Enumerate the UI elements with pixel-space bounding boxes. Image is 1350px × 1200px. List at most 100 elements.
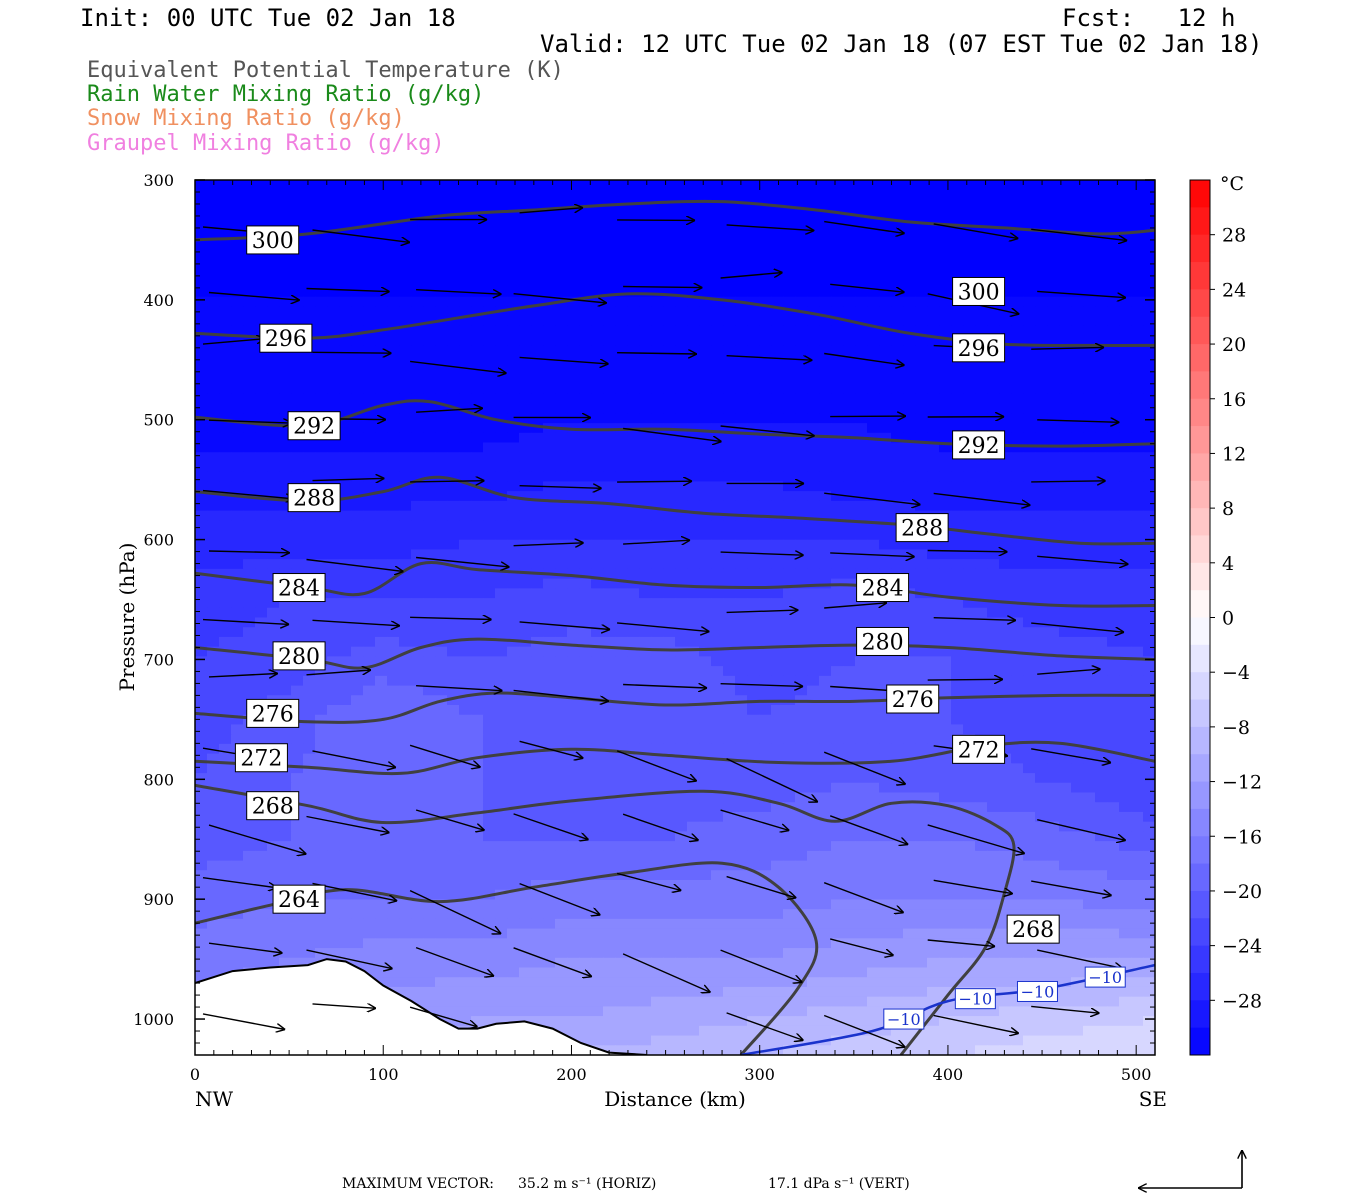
shade-cell (315, 316, 328, 327)
shade-cell (1059, 773, 1072, 784)
shade-cell (339, 374, 352, 385)
shade-cell (399, 734, 412, 745)
shade-cell (591, 267, 604, 278)
shade-cell (999, 180, 1012, 191)
shade-cell (1023, 355, 1036, 366)
shade-cell (903, 423, 916, 434)
shade-cell (483, 578, 496, 589)
shade-cell (807, 306, 820, 317)
shade-cell (1107, 617, 1120, 628)
shade-cell (195, 656, 208, 667)
shade-cell (423, 705, 436, 716)
shade-cell (447, 724, 460, 735)
shade-cell (303, 530, 316, 541)
shade-cell (783, 452, 796, 463)
shade-cell (567, 714, 580, 726)
shade-cell (459, 549, 472, 560)
shade-cell (1131, 364, 1144, 376)
shade-cell (387, 403, 400, 414)
shade-cell (879, 539, 892, 551)
shade-cell (1095, 627, 1108, 638)
shade-cell (723, 403, 736, 414)
shade-cell (795, 209, 808, 220)
shade-cell (627, 724, 640, 735)
shade-cell (219, 355, 232, 366)
shade-cell (207, 423, 220, 434)
shade-cell (423, 423, 436, 434)
shade-cell (771, 617, 784, 628)
shade-cell (375, 578, 388, 589)
shade-cell (663, 413, 676, 424)
shade-cell (1083, 578, 1096, 589)
shade-cell (759, 248, 772, 259)
shade-cell (939, 666, 952, 677)
shade-cell (987, 471, 1000, 482)
shade-cell (507, 403, 520, 414)
shade-cell (1119, 714, 1132, 726)
shade-cell (819, 345, 832, 356)
shade-cell (1023, 685, 1036, 696)
shade-cell (651, 695, 664, 706)
shade-cell (243, 345, 256, 356)
shade-cell (723, 345, 736, 356)
shade-cell (915, 384, 928, 395)
shade-cell (555, 627, 568, 638)
shade-cell (591, 568, 604, 580)
shade-cell (663, 549, 676, 560)
shade-cell (387, 636, 400, 648)
shade-cell (471, 199, 484, 210)
shade-cell (387, 539, 400, 551)
shade-cell (519, 189, 532, 201)
shade-cell (675, 510, 688, 521)
shade-cell (375, 228, 388, 239)
shade-cell (939, 705, 952, 716)
shade-cell (975, 481, 988, 492)
shade-cell (723, 724, 736, 735)
shade-cell (399, 374, 412, 385)
shade-cell (951, 559, 964, 570)
shade-cell (663, 432, 676, 444)
shade-cell (435, 335, 448, 346)
shade-cell (1071, 355, 1084, 366)
shade-cell (639, 286, 652, 298)
shade-cell (687, 598, 700, 609)
shade-cell (747, 209, 760, 220)
shade-cell (711, 559, 724, 570)
shade-cell (771, 442, 784, 453)
shade-cell (687, 306, 700, 317)
shade-cell (459, 568, 472, 580)
shade-cell (255, 782, 268, 794)
shade-cell (447, 782, 460, 794)
shade-cell (831, 481, 844, 492)
shade-cell (315, 782, 328, 794)
shade-cell (435, 413, 448, 424)
shade-cell (531, 578, 544, 589)
shade-cell (1059, 481, 1072, 492)
shade-cell (1083, 432, 1096, 444)
shade-cell (351, 695, 364, 706)
shade-cell (819, 773, 832, 784)
shade-cell (1119, 646, 1132, 657)
shade-cell (387, 189, 400, 201)
shade-cell (879, 306, 892, 317)
shade-cell (1083, 695, 1096, 706)
shade-cell (1011, 403, 1024, 414)
shade-cell (687, 491, 700, 502)
shade-cell (255, 520, 268, 531)
shade-cell (411, 384, 424, 395)
shade-cell (1047, 714, 1060, 726)
shade-cell (663, 335, 676, 346)
shade-cell (867, 218, 880, 230)
shade-cell (495, 559, 508, 570)
shade-cell (687, 374, 700, 385)
shade-cell (855, 364, 868, 376)
shade-cell (579, 471, 592, 482)
shade-cell (867, 539, 880, 551)
shade-cell (507, 500, 520, 512)
shade-cell (495, 228, 508, 239)
shade-cell (999, 296, 1012, 307)
shade-cell (915, 461, 928, 473)
shade-cell (963, 510, 976, 521)
shade-cell (651, 209, 664, 220)
shade-cell (999, 461, 1012, 473)
